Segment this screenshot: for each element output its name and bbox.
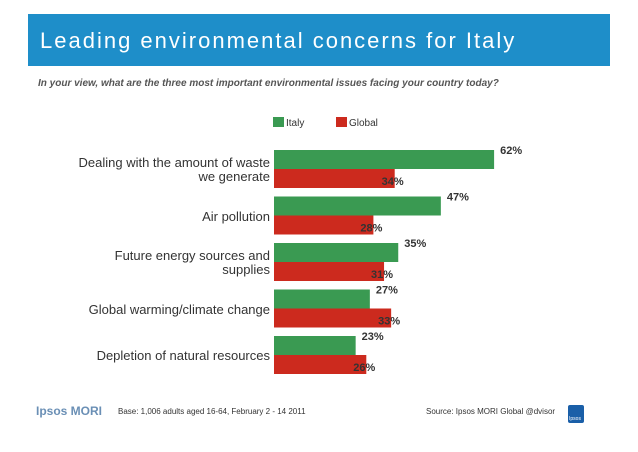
ipsos-badge-text: Ipsos [569,416,581,422]
data-label-italy: 23% [362,331,384,343]
footer-source-note: Source: Ipsos MORI Global @dvisor [426,407,555,416]
bar-global [274,262,384,281]
data-label-global: 31% [371,269,393,281]
data-label-global: 33% [378,316,400,328]
ipsos-badge-logo: Ipsos [568,405,584,423]
bar-italy [274,290,370,309]
ipsos-mori-logo: Ipsos MORI [36,404,102,418]
data-label-italy: 47% [447,192,469,204]
data-label-global: 26% [353,362,375,374]
bar-global [274,169,395,188]
data-label-global: 28% [360,223,382,235]
data-label-italy: 62% [500,145,522,157]
footer-base-note: Base: 1,006 adults aged 16-64, February … [118,407,306,416]
bar-italy [274,243,398,262]
bar-italy [274,197,441,216]
data-label-global: 34% [382,176,404,188]
bar-italy [274,336,356,355]
data-label-italy: 27% [376,285,398,297]
bar-italy [274,150,494,169]
bar-global [274,216,373,235]
bar-global [274,309,391,328]
data-label-italy: 35% [404,238,426,250]
